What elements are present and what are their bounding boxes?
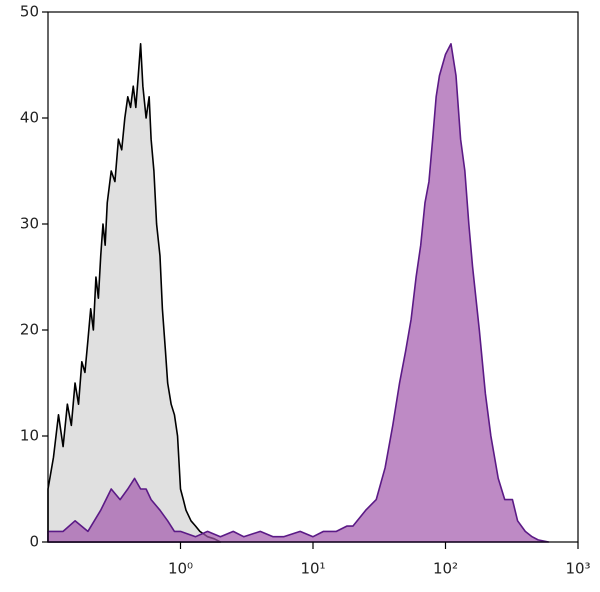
x-tick-label: 10⁰ xyxy=(168,560,193,578)
histogram-area xyxy=(47,43,222,543)
x-tick-label: 10¹ xyxy=(300,560,325,578)
y-tick-label: 30 xyxy=(20,215,39,233)
y-tick-label: 20 xyxy=(20,321,39,339)
y-tick-label: 10 xyxy=(20,427,39,445)
histogram-area xyxy=(47,43,550,543)
y-tick-label: 0 xyxy=(29,533,39,551)
y-tick-label: 40 xyxy=(20,109,39,127)
x-tick-label: 10³ xyxy=(565,560,590,578)
x-tick-label: 10² xyxy=(433,560,458,578)
y-tick-label: 50 xyxy=(20,3,39,21)
